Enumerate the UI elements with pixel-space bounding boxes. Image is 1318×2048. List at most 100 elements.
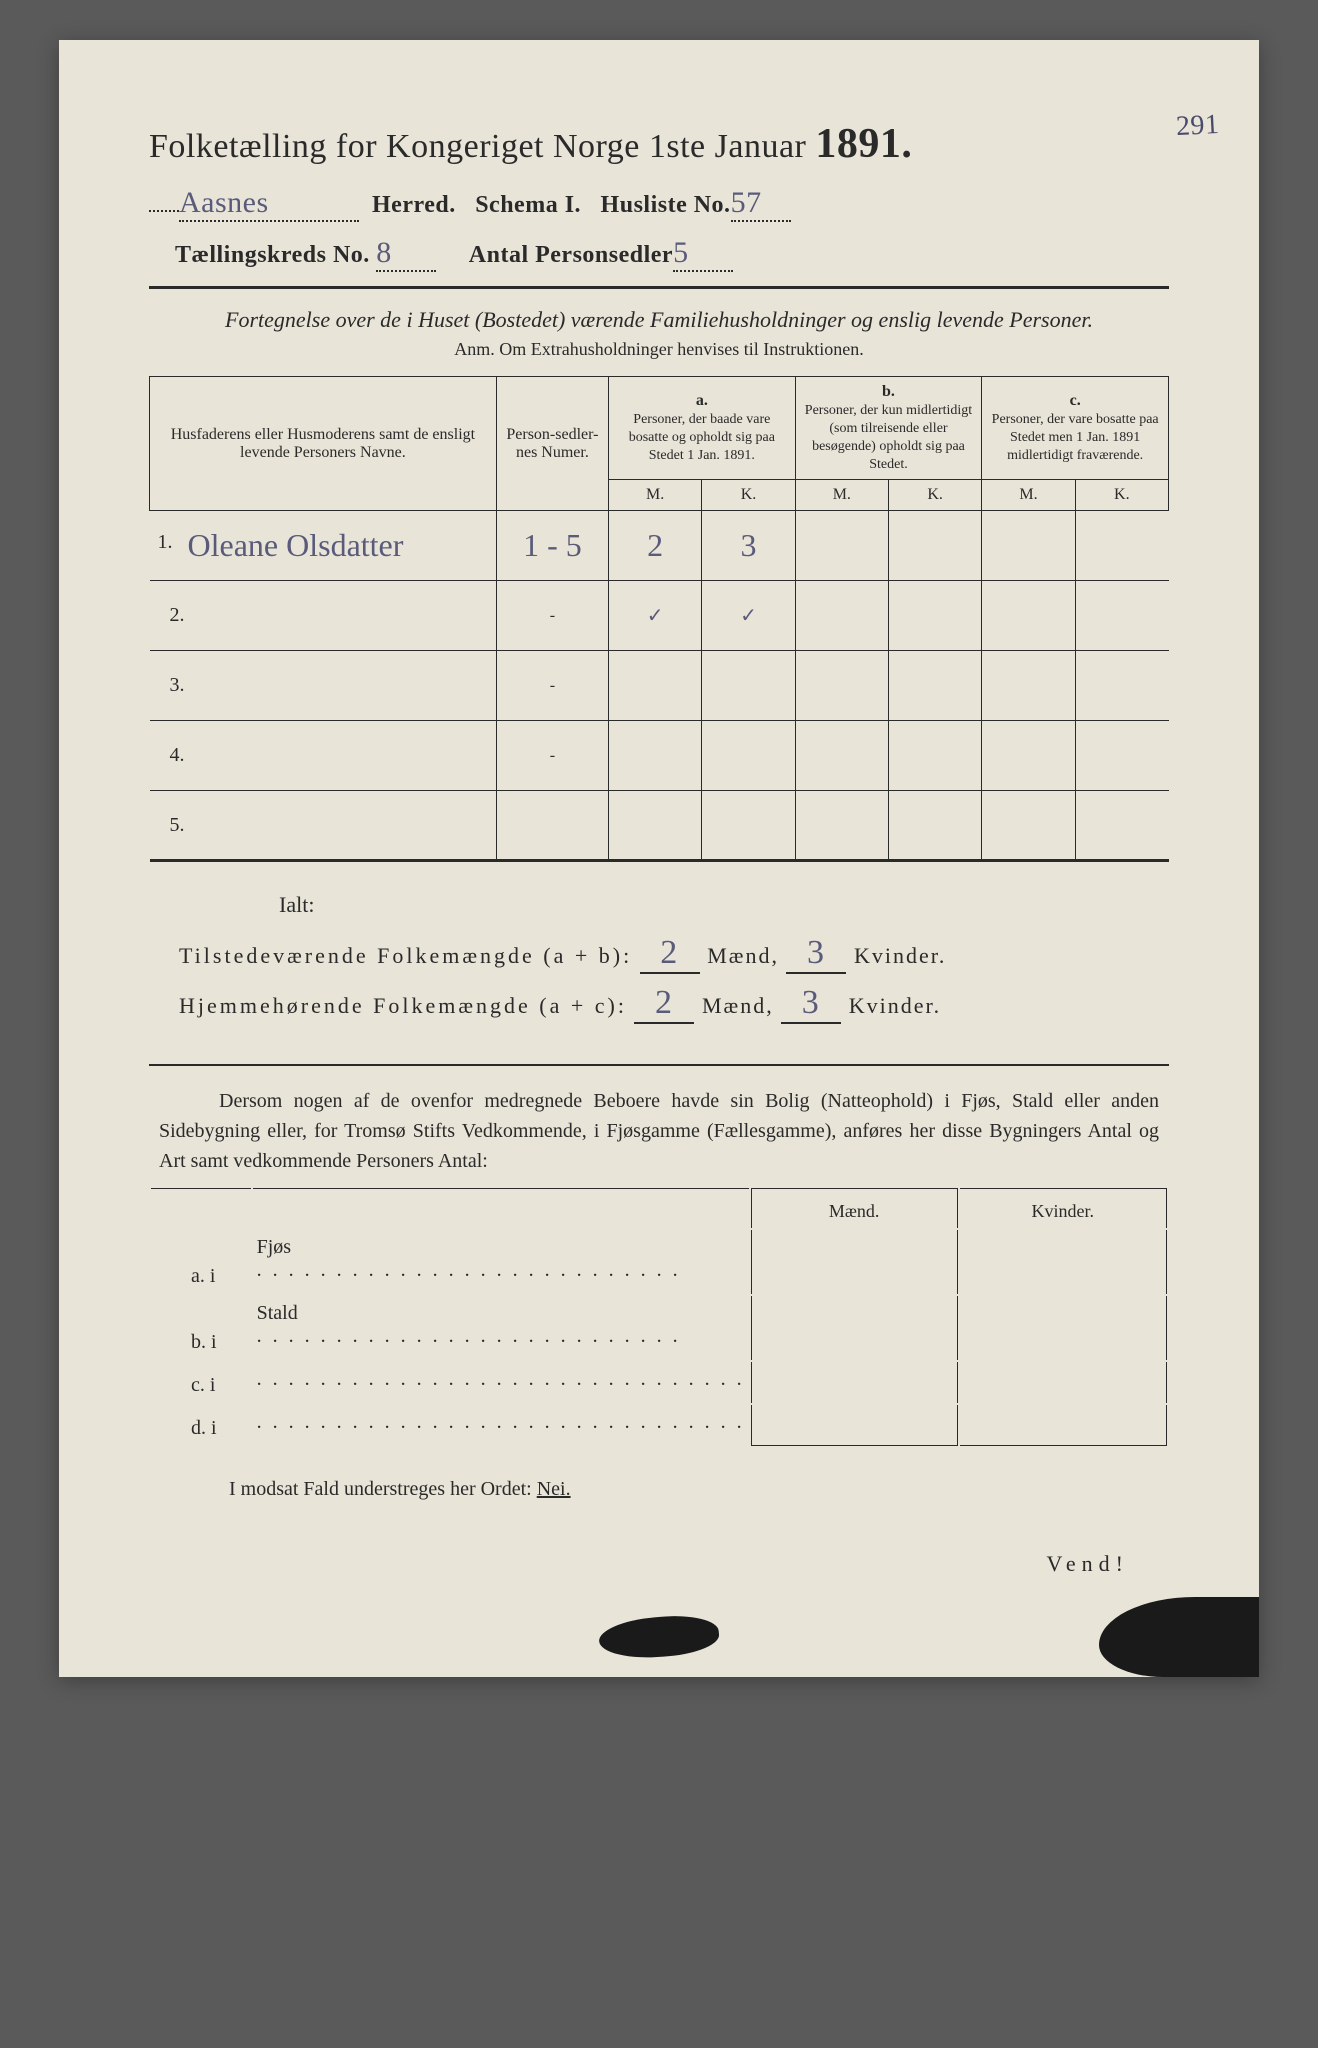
vend-label: Vend! (149, 1551, 1169, 1577)
row-aM (609, 721, 702, 791)
row-cM (982, 581, 1075, 651)
ialt-label: Ialt: (279, 892, 1169, 918)
herred-label: Herred. (372, 192, 456, 218)
th-name: Husfaderens eller Husmoderens samt de en… (150, 377, 497, 511)
row-num: 1. (158, 531, 173, 554)
th-a-m: M. (609, 480, 702, 511)
row-name-cell: 1. Oleane Olsdatter (150, 511, 497, 581)
divider (149, 1064, 1169, 1066)
row-name-hw: Oleane Olsdatter (158, 527, 404, 563)
row-cK (1075, 651, 1168, 721)
header-row-2: Aasnes Herred. Schema I. Husliste No.57 (149, 186, 1169, 222)
side-type: Stald . . . . . . . . . . . . . . . . . … (253, 1296, 749, 1360)
row-num: 4. (150, 721, 497, 791)
kreds-label: Tællingskreds No. (175, 242, 370, 268)
maend-label: Mænd, (707, 943, 779, 968)
side-type: Fjøs . . . . . . . . . . . . . . . . . .… (253, 1230, 749, 1294)
row-bK (888, 581, 981, 651)
fortegnelse-heading: Fortegnelse over de i Huset (Bostedet) v… (149, 307, 1169, 333)
row-numer: 1 - 5 (496, 511, 608, 581)
side-kvinder: Kvinder. (960, 1188, 1167, 1228)
kreds-handwritten: 8 (376, 236, 436, 272)
row-cM (982, 651, 1075, 721)
sum1-m: 2 (640, 934, 700, 972)
row-aK (702, 791, 795, 861)
side-type: . . . . . . . . . . . . . . . . . . . . … (253, 1405, 749, 1446)
row-numer: - (496, 581, 608, 651)
side-type-text: Fjøs (257, 1236, 291, 1258)
row-cK (1075, 721, 1168, 791)
side-type-text: Stald (257, 1302, 298, 1324)
row-bM (795, 651, 888, 721)
row-bK (888, 511, 981, 581)
row-bK (888, 791, 981, 861)
th-numer: Person-sedler-nes Numer. (496, 377, 608, 511)
sum1-label: Tilstedeværende Folkemængde (a + b): (179, 943, 632, 968)
row-cK (1075, 511, 1168, 581)
table-row: 3. - (150, 651, 1169, 721)
row-cM (982, 791, 1075, 861)
margin-note: 291 (1175, 109, 1220, 143)
table-row: 2. - ✓ ✓ (150, 581, 1169, 651)
modsat-text: I modsat Fald understreges her Ordet: (229, 1478, 532, 1500)
ink-blot (1099, 1597, 1259, 1677)
th-b: b. Personer, der kun midlertidigt (som t… (795, 377, 982, 480)
side-table: Mænd. Kvinder. a. i Fjøs . . . . . . . .… (149, 1186, 1169, 1448)
summary-line-2: Hjemmehørende Folkemængde (a + c): 2 Mæn… (179, 984, 1169, 1024)
row-numer (496, 791, 608, 861)
title-prefix: Folketælling for Kongeriget Norge 1ste J… (149, 128, 806, 165)
kvinder-label: Kvinder. (849, 993, 941, 1018)
row-bK (888, 651, 981, 721)
sum2-label: Hjemmehørende Folkemængde (a + c): (179, 993, 627, 1018)
row-cK (1075, 791, 1168, 861)
sedler-handwritten: 5 (673, 236, 733, 272)
row-cM (982, 511, 1075, 581)
summary-line-1: Tilstedeværende Folkemængde (a + b): 2 M… (179, 934, 1169, 974)
sedler-label: Antal Personsedler (469, 242, 673, 268)
modsat-line: I modsat Fald understreges her Ordet: Ne… (149, 1478, 1169, 1501)
title-year: 1891. (815, 121, 912, 167)
th-a-label: a. (696, 392, 708, 409)
row-aM: 2 (609, 511, 702, 581)
th-b-m: M. (795, 480, 888, 511)
th-b-text: Personer, der kun midlertidigt (som tilr… (805, 403, 972, 472)
th-a-k: K. (702, 480, 795, 511)
anm-note: Anm. Om Extrahusholdninger henvises til … (149, 339, 1169, 360)
side-lab: b. i (151, 1296, 251, 1360)
row-bK (888, 721, 981, 791)
kvinder-label: Kvinder. (854, 943, 946, 968)
row-aM (609, 651, 702, 721)
side-row: b. i Stald . . . . . . . . . . . . . . .… (151, 1296, 1167, 1360)
row-num: 2. (150, 581, 497, 651)
sum2-m: 2 (634, 984, 694, 1022)
side-lab: d. i (151, 1405, 251, 1446)
th-b-label: b. (882, 383, 895, 400)
row-bM (795, 511, 888, 581)
husliste-label: Husliste No. (601, 192, 731, 218)
side-row: d. i . . . . . . . . . . . . . . . . . .… (151, 1405, 1167, 1446)
row-bM (795, 791, 888, 861)
summary-block: Ialt: Tilstedeværende Folkemængde (a + b… (149, 892, 1169, 1024)
dersom-text: Dersom nogen af de ovenfor medregnede Be… (159, 1090, 1159, 1172)
row-num: 3. (150, 651, 497, 721)
table-row: 4. - (150, 721, 1169, 791)
th-c-text: Personer, der vare bosatte paa Stedet me… (992, 412, 1159, 463)
maend-label: Mænd, (702, 993, 774, 1018)
main-table: Husfaderens eller Husmoderens samt de en… (149, 376, 1169, 862)
side-lab: c. i (151, 1362, 251, 1403)
th-c: c. Personer, der vare bosatte paa Stedet… (982, 377, 1169, 480)
row-aK: ✓ (702, 581, 795, 651)
side-maend: Mænd. (751, 1188, 958, 1228)
side-lab: a. i (151, 1230, 251, 1294)
row-aK (702, 721, 795, 791)
th-b-k: K. (888, 480, 981, 511)
schema-label: Schema I. (475, 192, 581, 218)
sum2-k: 3 (781, 984, 841, 1022)
row-num: 5. (150, 791, 497, 861)
ink-blot (597, 1612, 720, 1662)
row-aK: 3 (702, 511, 795, 581)
title-line: Folketælling for Kongeriget Norge 1ste J… (149, 120, 1169, 168)
th-c-k: K. (1075, 480, 1168, 511)
th-c-label: c. (1070, 392, 1081, 409)
divider (149, 286, 1169, 289)
